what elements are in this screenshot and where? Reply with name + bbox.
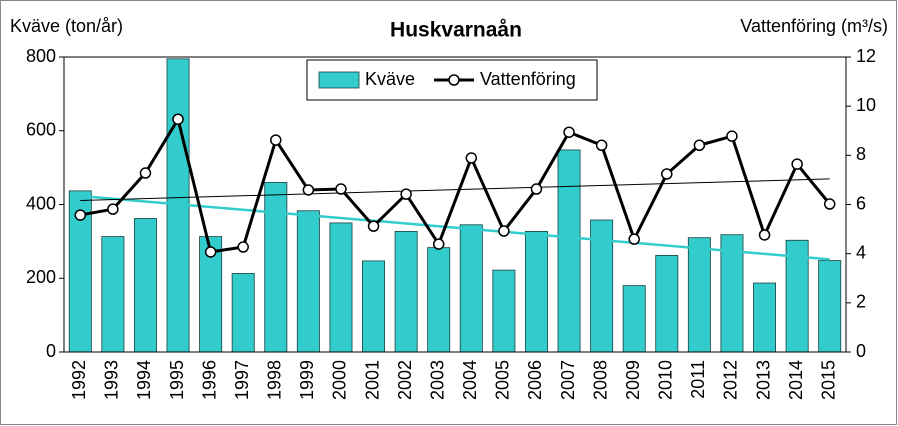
point (628, 233, 640, 245)
x-tick-label: 2002 (395, 360, 415, 400)
point (237, 241, 249, 253)
x-tick-label: 2012 (721, 360, 741, 400)
bar (687, 237, 711, 353)
y2-axis-label: Vattenföring (m³/s) (740, 16, 888, 36)
bar (296, 210, 320, 353)
bar (818, 260, 842, 353)
point (758, 229, 771, 241)
point (74, 209, 87, 221)
x-tick-label: 2013 (753, 360, 773, 400)
point (139, 167, 152, 179)
bar (557, 149, 581, 353)
x-tick-label: 2003 (427, 360, 447, 400)
y-axis-label: Kväve (ton/år) (10, 16, 123, 36)
trend-line (80, 178, 830, 201)
point (432, 238, 445, 250)
point (172, 113, 184, 125)
bar (231, 273, 255, 353)
x-tick-label: 1994 (134, 360, 154, 400)
point (367, 220, 380, 232)
x-tick-label: 2010 (656, 360, 676, 400)
y2-tick-label: 10 (856, 95, 876, 115)
point (693, 139, 706, 152)
x-tick-label: 2004 (460, 360, 480, 400)
x-tick-label: 2007 (558, 360, 578, 400)
point (107, 203, 119, 215)
y-tick-label: 200 (26, 267, 56, 287)
x-tick-label: 1997 (232, 360, 252, 400)
x-tick-label: 1993 (102, 360, 122, 400)
x-tick-label: 2011 (688, 360, 708, 399)
bar (362, 260, 386, 353)
y2-tick-label: 12 (856, 46, 876, 66)
y-tick-label: 400 (26, 193, 56, 213)
x-tick-label: 1995 (167, 360, 187, 400)
legend-swatch (448, 74, 460, 86)
bar (101, 236, 125, 353)
bar (264, 181, 288, 353)
bar (427, 247, 451, 353)
x-tick-label: 2001 (362, 360, 382, 400)
y2-tick-label: 2 (856, 292, 866, 312)
bar (753, 282, 777, 353)
point (335, 183, 347, 195)
x-tick-label: 2015 (818, 360, 838, 400)
y2-tick-label: 8 (856, 144, 866, 164)
x-tick-label: 1996 (199, 360, 219, 400)
bar (655, 254, 679, 353)
x-tick-label: 1992 (69, 360, 89, 400)
point (465, 152, 478, 164)
x-tick-label: 2009 (623, 360, 643, 400)
trend-line (80, 194, 830, 261)
point (400, 188, 412, 200)
y-tick-label: 600 (26, 120, 56, 140)
plot-frame (63, 56, 847, 353)
point (498, 225, 510, 237)
x-tick-label: 2000 (330, 360, 350, 400)
bar (133, 218, 157, 353)
y2-tick-label: 0 (856, 341, 866, 361)
legend-swatch (318, 71, 360, 89)
point (791, 158, 803, 170)
legend: Kväve Vattenföring (306, 59, 598, 101)
bar (329, 222, 353, 353)
x-tick-label: 2008 (590, 360, 610, 400)
point (270, 134, 282, 146)
y-tick-label: 0 (46, 341, 56, 361)
x-tick-label: 2005 (493, 360, 513, 400)
point (726, 130, 738, 142)
bar (622, 285, 646, 353)
bar (394, 231, 418, 353)
bar (492, 269, 516, 353)
x-tick-label: 1998 (265, 360, 285, 400)
point (661, 168, 673, 180)
legend-label: Kväve (365, 69, 415, 89)
y2-tick-label: 4 (856, 242, 866, 262)
x-tick-label: 2014 (786, 360, 806, 400)
point (302, 184, 315, 196)
x-tick-label: 1999 (297, 360, 317, 400)
y-tick-label: 800 (26, 46, 56, 66)
point (823, 198, 836, 210)
chart-title: Huskvarnaån (390, 19, 522, 42)
legend-label: Vattenföring (480, 69, 576, 89)
point (204, 246, 217, 258)
x-tick-label: 2006 (525, 360, 545, 400)
y2-tick-label: 6 (856, 193, 866, 213)
point (595, 139, 608, 152)
bar (459, 224, 483, 353)
point (563, 126, 575, 138)
bar (524, 231, 548, 353)
point (530, 183, 543, 195)
